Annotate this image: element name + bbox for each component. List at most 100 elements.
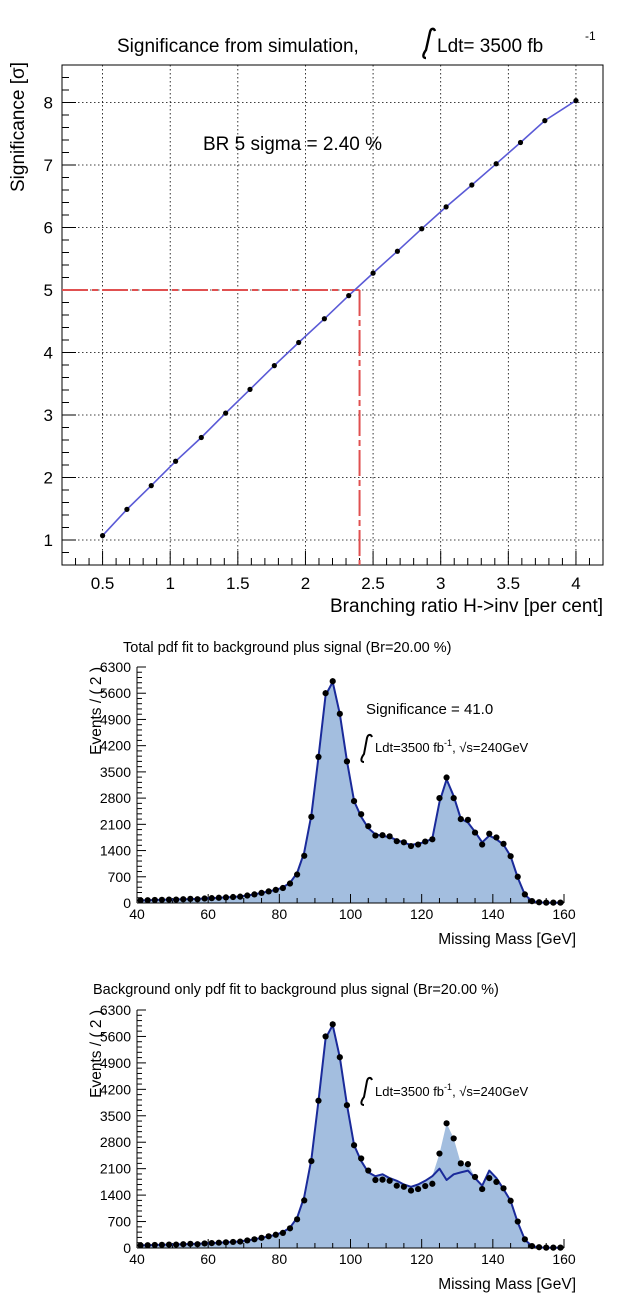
chart3-data-point [557,1244,564,1251]
chart2-xtick-label: 140 [481,906,505,922]
chart2-data-point [237,893,244,900]
chart2-data-point [457,815,464,823]
chart2-data-point [258,889,265,896]
chart2-data-point [350,798,358,805]
chart2-data-point [215,894,222,901]
chart-total-fit: Total pdf fit to background plus signal … [88,640,576,948]
chart2-data-point [507,853,514,860]
chart3-fill-path [140,1025,561,1248]
chart1-series-line-path [102,99,577,537]
chart2-data-point [407,842,415,850]
chart2-data-point [229,893,237,901]
chart3-data-point [400,1183,407,1190]
chart2-data-point [471,829,479,836]
chart3-ytick-label: 2800 [100,1134,131,1150]
chart2-title: Total pdf fit to background plus signal … [123,640,451,656]
chart2-annotation-lumi: Ldt=3500 fb-1, √s=240GeV [375,738,529,755]
chart1-xtick-label: 1.5 [226,574,250,593]
chart3-data-point [151,1241,158,1249]
chart3-data-point [272,1231,279,1238]
chart3-data-point [208,1239,215,1247]
chart2-axes: 40 60 80 100 120 140 160 0 700 1400 2100 2800 3500 42… [100,659,576,922]
chart1-ylabel: Significance [σ] [8,62,29,192]
chart2-fill-area [140,682,561,903]
chart2-data-point [393,838,400,845]
chart3-data-point [429,1180,436,1187]
chart3-data-point [493,1178,500,1185]
chart2-fill-path [140,682,561,903]
chart3-xtick-label: 80 [272,1251,288,1267]
chart3-ytick-label: 1400 [100,1187,131,1203]
chart3-data-point [436,1150,443,1157]
chart3-data-point [450,1135,457,1142]
chart2-data-point [528,898,536,905]
chart2-data-point [429,836,436,843]
chart2-ytick-label: 4900 [100,711,131,727]
chart2-xtick-label: 40 [129,906,145,922]
chart3-data-point [165,1241,173,1248]
chart3-data-point [514,1218,521,1225]
chart2-data-point [450,795,457,802]
chart2-data-point [500,840,507,847]
chart1-data-point [517,139,524,146]
chart2-ytick-label: 700 [108,869,132,885]
chart3-xtick-label: 60 [200,1251,216,1267]
chart1-title-lumi-sup: -1 [585,29,596,43]
chart3-data-point [194,1241,201,1248]
chart2-data-point [400,839,407,846]
chart1-data-point [148,483,154,489]
chart3-ytick-label: 0 [123,1240,131,1256]
chart3-ytick-label: 6300 [100,1002,131,1018]
chart1-ytick-label: 8 [44,94,53,113]
chart3-data-point [422,1182,429,1190]
chart3-xtick-label: 40 [129,1251,145,1267]
chart2-data-point [365,823,372,830]
chart3-data-point [322,1033,329,1040]
chart2-data-point [372,832,379,839]
chart2-data-point [173,896,180,903]
chart1-data-point [99,533,106,539]
chart3-xtick-label: 140 [481,1251,505,1267]
chart3-data-point [329,1021,336,1028]
chart3-ytick-label: 4900 [100,1055,131,1071]
chart2-data-point [244,892,251,899]
chart2-ytick-label: 2100 [100,816,131,832]
chart1-xtick-label: 0.5 [91,574,115,593]
chart3-data-point [350,1142,358,1149]
chart1-data-point [394,248,401,254]
chart2-data-point [443,774,450,781]
chart3-data-point [251,1236,258,1243]
chart1-ytick-label: 6 [44,219,53,238]
chart3-ytick-label: 4200 [100,1081,131,1097]
chart3-axes: 40 60 80 100 120 140 160 0 700 1400 2100 2800 3500 42… [100,1002,576,1267]
chart3-data-point [308,1158,315,1165]
chart2-data-point [194,896,201,903]
chart3-xtick-label: 120 [410,1251,434,1267]
chart2-data-point [315,753,322,761]
chart1-ytick-label: 5 [44,281,53,300]
chart2-lumi-sup: -1 [444,738,452,748]
chart2-data-point [180,896,187,903]
chart3-data-point [294,1216,301,1223]
chart3-data-point [343,1102,351,1109]
chart3-data-point [286,1225,294,1232]
chart3-data-point [407,1187,415,1194]
chart1-threshold-lines [62,289,361,565]
chart2-data-point [294,871,301,878]
chart1-series-line [102,99,577,537]
chart3-data-point [500,1185,507,1192]
chart3-data-point [222,1239,230,1246]
chart2-data-point [493,834,500,841]
chart3-xtick-label: 160 [552,1251,576,1267]
chart1-xtick-label: 3.5 [497,574,521,593]
chart1-data-point [198,434,204,441]
chart-background-fit: Background only pdf fit to background pl… [88,982,576,1293]
chart1-data-point [173,458,179,464]
chart3-data-point [258,1234,265,1241]
chart3-data-point [464,1161,472,1168]
chart3-data-point [187,1240,194,1247]
chart2-ytick-label: 2800 [100,790,131,806]
chart2-ytick-label: 4200 [100,738,131,754]
